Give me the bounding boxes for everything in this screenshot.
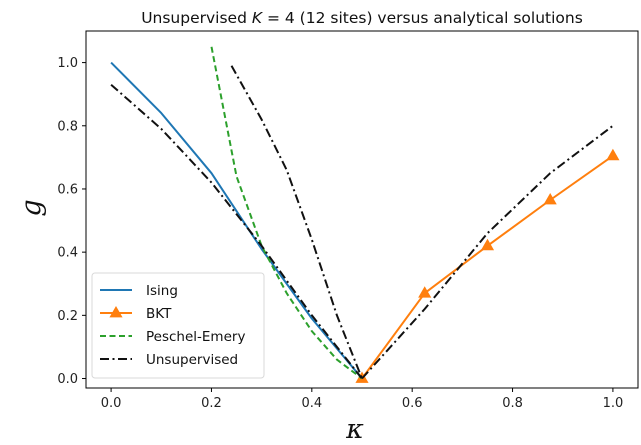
x-tick-label: 1.0: [603, 396, 624, 411]
y-axis: 0.0 0.2 0.4 0.6 0.8 1.0: [57, 56, 86, 387]
plot-frame: [85, 30, 639, 389]
y-axis-label: g: [16, 199, 47, 216]
x-tick-label: 0.8: [502, 396, 523, 411]
legend-box: [91, 272, 265, 379]
series-bkt-marker: [606, 148, 620, 161]
x-tick-label: 0.0: [101, 396, 122, 411]
y-tick-label: 0.6: [57, 182, 78, 197]
legend-label-ising: Ising: [146, 283, 178, 299]
plot-area: [85, 30, 639, 389]
y-tick-label: 0.0: [57, 372, 78, 387]
series-unsupervised-line-1: [110, 83, 363, 380]
legend-label-bkt: BKT: [146, 306, 172, 322]
series-bkt-marker: [543, 192, 557, 205]
series-bkt-line: [361, 154, 614, 380]
legend-label-peschel-emery: Peschel-Emery: [146, 329, 245, 345]
chart-title: Unsupervised K = 4 (12 sites) versus ana…: [141, 9, 583, 27]
y-tick-label: 1.0: [57, 56, 78, 71]
x-tick-label: 0.2: [201, 396, 222, 411]
series-ising-line: [110, 61, 363, 380]
series-peschel-emery-line: [210, 46, 363, 380]
x-tick-label: 0.4: [301, 396, 322, 411]
legend-marker-bkt: [109, 305, 123, 318]
series-bkt-marker: [418, 286, 432, 298]
series-unsupervised-line-2: [230, 65, 363, 379]
legend-label-unsupervised: Unsupervised: [146, 352, 238, 368]
x-axis: 0.0 0.2 0.4 0.6 0.8 1.0: [101, 388, 624, 411]
y-tick-label: 0.2: [57, 309, 78, 324]
legend: Ising BKT Peschel-Emery Unsupervised: [91, 272, 265, 379]
x-tick-label: 0.6: [402, 396, 423, 411]
series-bkt-marker: [480, 238, 495, 251]
x-axis-label: κ: [345, 414, 364, 445]
series-unsupervised-line-3: [361, 125, 614, 380]
y-tick-label: 0.4: [57, 246, 78, 261]
y-tick-label: 0.8: [57, 119, 78, 134]
